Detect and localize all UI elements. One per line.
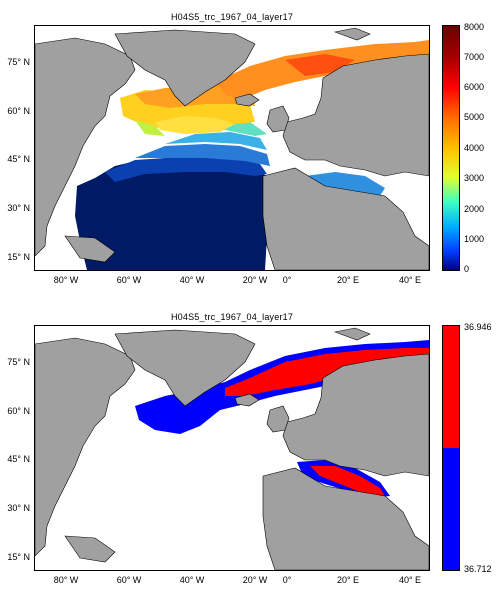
lon-label: 40° W [179,575,205,585]
lon-label: 60° W [116,575,142,585]
map-title-2: H04S5_trc_1967_04_layer17 [170,312,294,322]
lat-label: 60° N [7,106,30,116]
colorbar-max: 36.946 [464,322,492,332]
lat-label: 45° N [7,454,30,464]
lon-label: 20° W [242,575,268,585]
colorbar-tick: 6000 [464,82,485,92]
colorbar-tick: 0 [464,264,470,274]
lon-label: 40° E [398,275,422,285]
lon-label: 60° W [116,275,142,285]
lat-label: 60° N [7,406,30,416]
map-panel-1: H04S5_trc_1967_04_layer17 [7,12,485,285]
lat-label: 75° N [7,57,30,67]
land-1 [35,27,429,270]
lon-label: 0° [282,575,292,585]
colorbar-min: 36.712 [464,564,492,574]
lat-label: 30° N [7,203,30,213]
map-plot-2 [34,325,430,571]
lat-label: 45° N [7,154,30,164]
lat-label: 30° N [7,503,30,513]
lat-label: 15° N [7,252,30,262]
lon-label: 20° E [336,575,360,585]
colorbar-tick: 4000 [464,143,485,153]
colorbar-tick: 8000 [464,22,485,32]
colorbar-tick: 5000 [464,112,485,122]
lat-label: 15° N [7,552,30,562]
lon-label: 20° E [336,275,360,285]
colorbar-tick: 2000 [464,204,485,214]
lon-label: 20° W [242,275,268,285]
lon-label: 40° E [398,575,422,585]
lon-label: 80° W [53,275,79,285]
colorbar-1 [442,25,460,271]
map-canvas-1 [35,26,429,270]
lon-label: 40° W [179,275,205,285]
lon-label: 80° W [53,575,79,585]
map-panel-2: H04S5_trc_1967_04_layer17 [0,300,500,600]
lon-label: 0° [282,275,292,285]
lat-label: 75° N [7,357,30,367]
land-2 [35,327,429,570]
colorbar-tick: 1000 [464,234,485,244]
tracer-field-1 [75,40,429,270]
colorbar-2 [442,325,460,571]
map-title-1: H04S5_trc_1967_04_layer17 [170,12,294,22]
colorbar-tick: 7000 [464,52,485,62]
map-canvas-2 [35,326,429,570]
colorbar-tick: 3000 [464,173,485,183]
map-plot-1 [34,25,430,271]
